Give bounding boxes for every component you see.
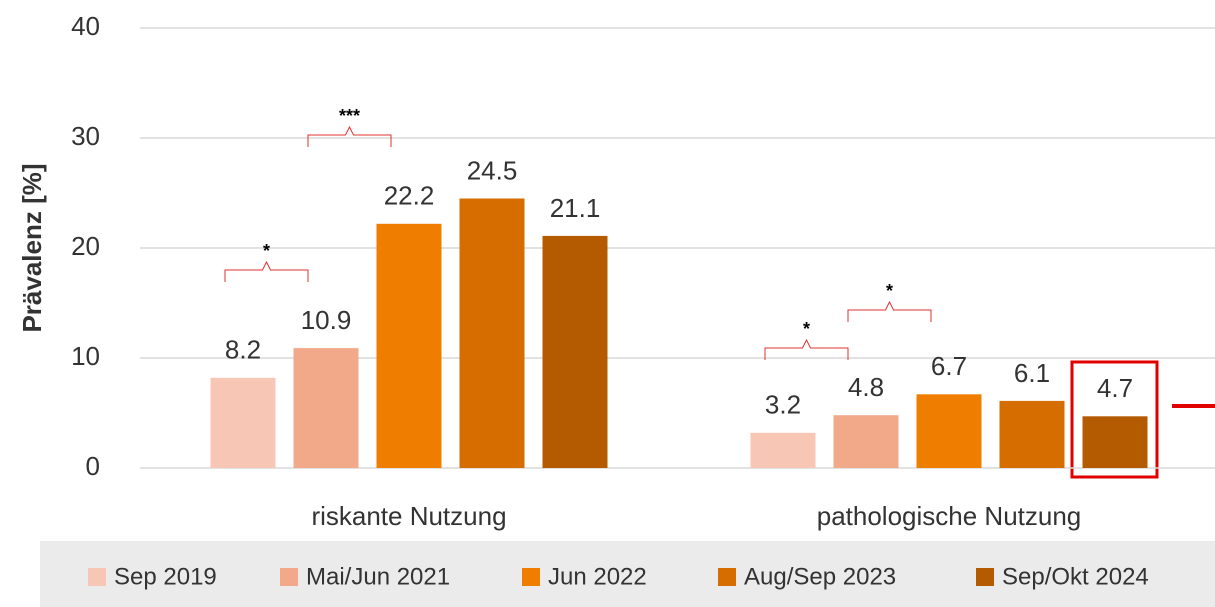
value-label: 8.2 <box>225 335 261 365</box>
bar <box>376 223 442 468</box>
bar <box>999 400 1065 468</box>
legend-swatch <box>718 568 736 586</box>
value-label: 4.8 <box>848 372 884 402</box>
significance-bracket <box>307 125 392 147</box>
legend-label: Sep/Okt 2024 <box>1002 563 1149 590</box>
legend-swatch <box>280 568 298 586</box>
value-label: 6.7 <box>931 351 967 381</box>
bar <box>1082 416 1148 468</box>
x-tick-label: riskante Nutzung <box>311 501 506 531</box>
value-label: 4.7 <box>1097 373 1133 403</box>
y-tick-label: 0 <box>86 451 100 481</box>
significance-label: * <box>263 241 270 261</box>
legend-swatch <box>88 568 106 586</box>
value-label: 22.2 <box>384 181 435 211</box>
significance-bracket <box>764 338 849 360</box>
significance-bracket <box>224 260 309 282</box>
y-tick-label: 10 <box>71 341 100 371</box>
significance-label: * <box>803 319 810 339</box>
value-label: 10.9 <box>301 305 352 335</box>
legend-label: Aug/Sep 2023 <box>744 563 896 590</box>
bar <box>833 415 899 468</box>
bar <box>210 377 276 468</box>
bar <box>542 235 608 468</box>
significance-bracket <box>847 300 932 322</box>
value-label: 21.1 <box>550 193 601 223</box>
value-label: 6.1 <box>1014 358 1050 388</box>
y-tick-label: 20 <box>71 231 100 261</box>
highlight-box <box>1070 360 1159 479</box>
legend-label: Jun 2022 <box>548 563 647 590</box>
legend-label: Sep 2019 <box>114 563 217 590</box>
bar <box>916 394 982 468</box>
significance-label: * <box>886 281 893 301</box>
legend-background <box>40 541 1215 607</box>
value-label: 3.2 <box>765 390 801 420</box>
y-tick-label: 30 <box>71 121 100 151</box>
y-tick-label: 40 <box>71 11 100 41</box>
x-tick-label: pathologische Nutzung <box>817 501 1082 531</box>
bar <box>750 432 816 468</box>
legend-label: Mai/Jun 2021 <box>306 563 450 590</box>
value-label: 24.5 <box>467 155 518 185</box>
bar <box>293 348 359 468</box>
legend-swatch <box>976 568 994 586</box>
bar <box>459 198 525 468</box>
legend-swatch <box>522 568 540 586</box>
significance-label: *** <box>339 106 360 126</box>
y-axis-label: Prävalenz [%] <box>17 163 47 332</box>
